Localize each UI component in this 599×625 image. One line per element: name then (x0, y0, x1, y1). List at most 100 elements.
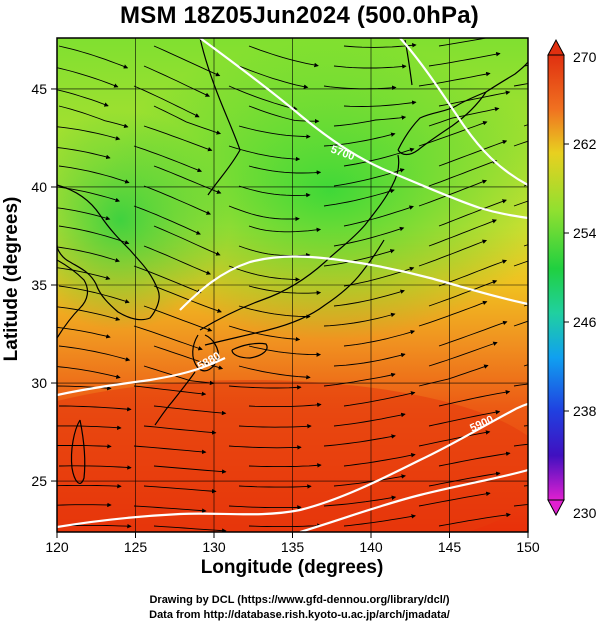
streamline (513, 200, 528, 207)
streamline (323, 188, 395, 207)
streamline (343, 43, 417, 48)
streamline (428, 106, 500, 127)
streamline (343, 147, 415, 167)
coast-kyushu (192, 334, 219, 372)
colorbar-gradient (547, 54, 565, 501)
x-tick-label: 125 (124, 539, 148, 555)
streamline (228, 505, 302, 510)
streamline (248, 45, 319, 68)
streamline (438, 512, 511, 527)
y-tick-label: 25 (31, 473, 47, 489)
streamline (58, 45, 129, 69)
streamline (438, 390, 511, 407)
streamline (238, 365, 311, 380)
x-tick-label: 145 (438, 539, 462, 555)
x-axis-label: Longitude (degrees) (200, 557, 384, 578)
streamline (57, 147, 111, 160)
coast-korea (57, 184, 160, 321)
streamline (534, 464, 599, 466)
streamline (133, 325, 203, 351)
streamline (57, 483, 122, 489)
colorbar-bottom-arrow (547, 499, 565, 517)
y-tick-label: 40 (31, 179, 47, 195)
streamline (57, 306, 121, 321)
streamline (57, 502, 112, 508)
streamline (333, 352, 406, 367)
coast-kuril (485, 61, 528, 93)
streamline (343, 100, 417, 107)
streamline (58, 225, 130, 245)
streamline (58, 345, 131, 362)
streamline (238, 65, 309, 89)
colorbar-tick-label: 270 (573, 49, 597, 65)
streamline (228, 205, 300, 222)
streamline (428, 471, 501, 487)
streamline (58, 105, 129, 128)
streamline (248, 165, 322, 175)
colorbar-tick-label: 254 (573, 225, 597, 241)
streamline (143, 365, 215, 386)
streamline (323, 372, 396, 387)
streamline (238, 305, 311, 319)
streamline (333, 64, 407, 69)
streamline (153, 105, 222, 135)
streamline (58, 165, 130, 184)
streamline (143, 65, 210, 97)
streamline (428, 219, 497, 247)
streamline (248, 285, 322, 296)
streamline (143, 485, 217, 494)
y-axis-ticks: 25 30 35 40 45 (31, 81, 57, 489)
streamline (418, 300, 488, 327)
streamline (57, 89, 109, 107)
streamline (57, 67, 119, 88)
streamline (438, 451, 511, 467)
streamline (534, 209, 599, 226)
streamline (228, 385, 302, 390)
y-tick-label: 45 (31, 81, 47, 97)
streamline (513, 83, 528, 87)
streamline (513, 383, 528, 387)
x-tick-label: 135 (281, 539, 305, 555)
streamline (57, 246, 120, 263)
streamline (428, 51, 501, 67)
streamline (57, 366, 121, 379)
streamline (333, 115, 407, 127)
streamline (238, 185, 311, 198)
streamline (428, 159, 498, 187)
cool-region-west (57, 110, 230, 330)
streamline (143, 185, 211, 215)
streamline (438, 259, 508, 287)
streamline (248, 225, 322, 233)
x-tick-label: 120 (45, 539, 69, 555)
streamline (133, 85, 200, 118)
colorbar-tick-label: 262 (573, 136, 597, 152)
streamline (343, 205, 414, 227)
streamline (153, 165, 222, 194)
streamline (323, 132, 396, 147)
figure-title: MSM 18Z05Jun2024 (500.0hPa) (120, 2, 479, 29)
streamline (333, 474, 406, 487)
contour-5900-lower (299, 468, 528, 532)
streamline (143, 425, 217, 435)
streamline (428, 341, 498, 367)
coast-shikoku (231, 342, 268, 359)
contour-5700 (199, 38, 528, 220)
streamline (133, 505, 207, 513)
x-tick-label: 130 (202, 539, 226, 555)
streamline (513, 504, 528, 507)
streamline (58, 285, 130, 304)
streamline (153, 225, 221, 256)
coast-primorye (199, 38, 241, 196)
streamline (57, 267, 111, 281)
streamline (323, 312, 396, 327)
streamline (438, 38, 489, 47)
streamline (333, 289, 405, 307)
y-tick-label: 30 (31, 375, 47, 391)
colorbar-tick-label: 230 (573, 505, 597, 521)
streamline (343, 452, 416, 467)
streamline (228, 85, 298, 111)
colorbar-top-arrow (547, 38, 565, 56)
streamline (333, 412, 406, 427)
streamline (133, 205, 201, 235)
